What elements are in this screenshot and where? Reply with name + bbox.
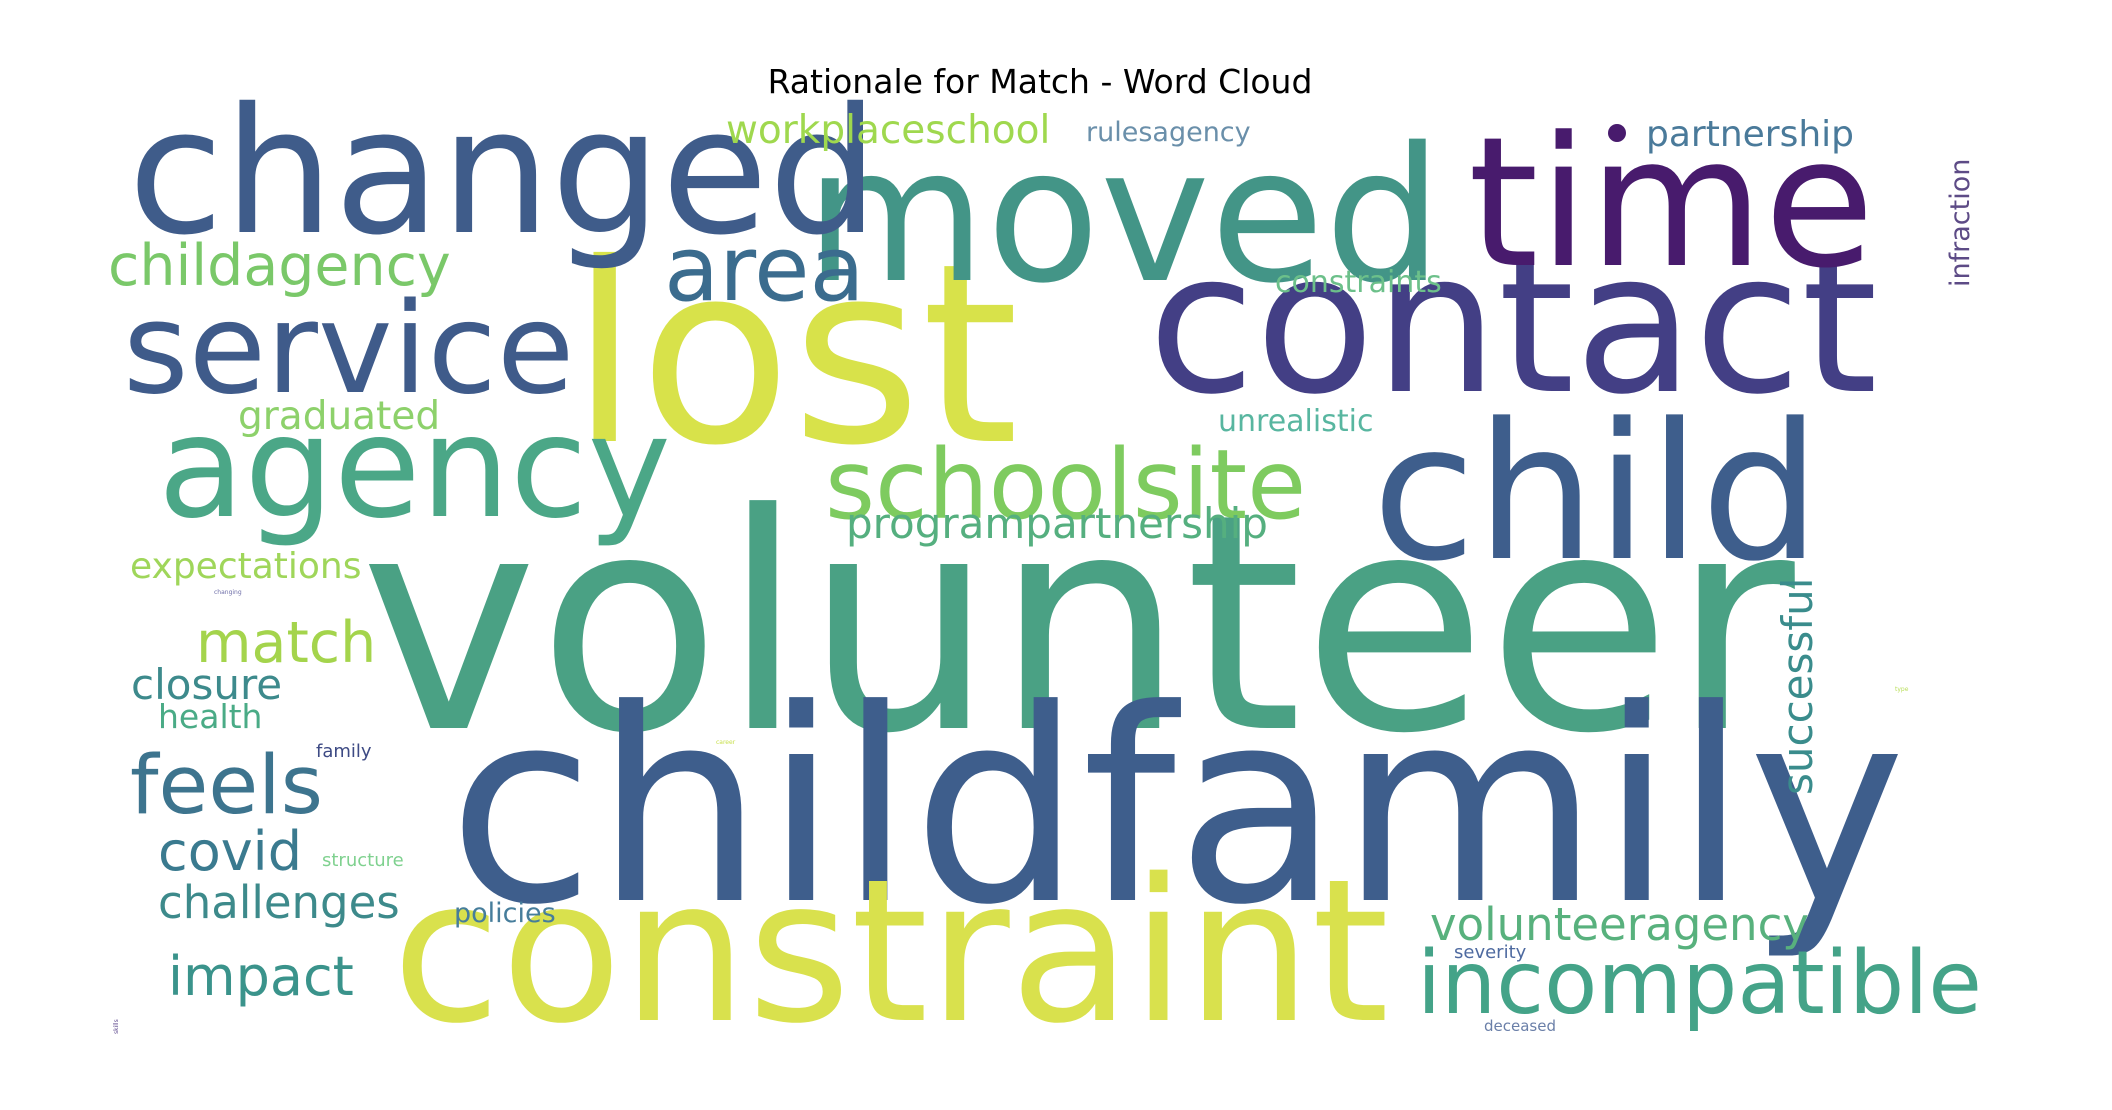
chart-title: Rationale for Match - Word Cloud — [768, 62, 1313, 101]
word-successful: successful — [1773, 578, 1822, 795]
word-partnership: partnership — [1646, 114, 1854, 155]
word-time: time — [1468, 99, 1875, 308]
word-expectations: expectations — [130, 546, 362, 587]
word-child: child — [1372, 383, 1821, 603]
word-closure: closure — [131, 660, 282, 709]
word-impact: impact — [168, 945, 354, 1008]
word-childagency: childagency — [108, 233, 451, 299]
word-match: match — [196, 610, 376, 676]
word-service: service — [123, 275, 574, 422]
word-incompatible: incompatible — [1417, 932, 1982, 1034]
word-covid: covid — [158, 820, 302, 883]
word-schoolsite: schoolsite — [825, 429, 1306, 541]
word-policies: policies — [454, 898, 556, 929]
word-volunteer: volunteer — [360, 450, 1798, 799]
word-changing: changing — [214, 589, 242, 596]
word-constraints: constraints — [1275, 265, 1442, 300]
word-infraction: infraction — [1945, 159, 1976, 287]
word-rulesagency: rulesagency — [1086, 117, 1251, 148]
word-workplaceschool: workplaceschool — [726, 108, 1050, 153]
word-severity: severity — [1454, 942, 1527, 963]
word-cloud-words: volunteerchildfamilylostconstraintcontac… — [108, 71, 1982, 1067]
word-unrealistic: unrealistic — [1218, 404, 1373, 439]
word-contact: contact — [1148, 210, 1878, 437]
word-family: family — [316, 741, 372, 762]
word-health: health — [158, 697, 262, 736]
word-deceased: deceased — [1484, 1017, 1556, 1035]
word-childfamily: childfamily — [448, 652, 1906, 963]
word-agency: agency — [158, 386, 671, 550]
word-feels: feels — [130, 739, 323, 833]
word-programpartnership: programpartnership — [846, 499, 1268, 548]
word-area: area — [664, 217, 865, 322]
word-career: career — [716, 739, 736, 746]
word-changed: changed — [128, 71, 879, 274]
word-challenges: challenges — [158, 876, 400, 929]
word-dot-mark — [1608, 124, 1626, 142]
word-skills: skills — [113, 1019, 120, 1034]
word-structure: structure — [322, 850, 404, 871]
word-volunteeragency: volunteeragency — [1430, 898, 1809, 951]
word-moved: moved — [805, 107, 1443, 324]
word-graduated: graduated — [238, 394, 440, 439]
word-constraint: constraint — [392, 836, 1389, 1067]
word-lost: lost — [570, 210, 1019, 500]
word-type: type — [1895, 686, 1909, 693]
